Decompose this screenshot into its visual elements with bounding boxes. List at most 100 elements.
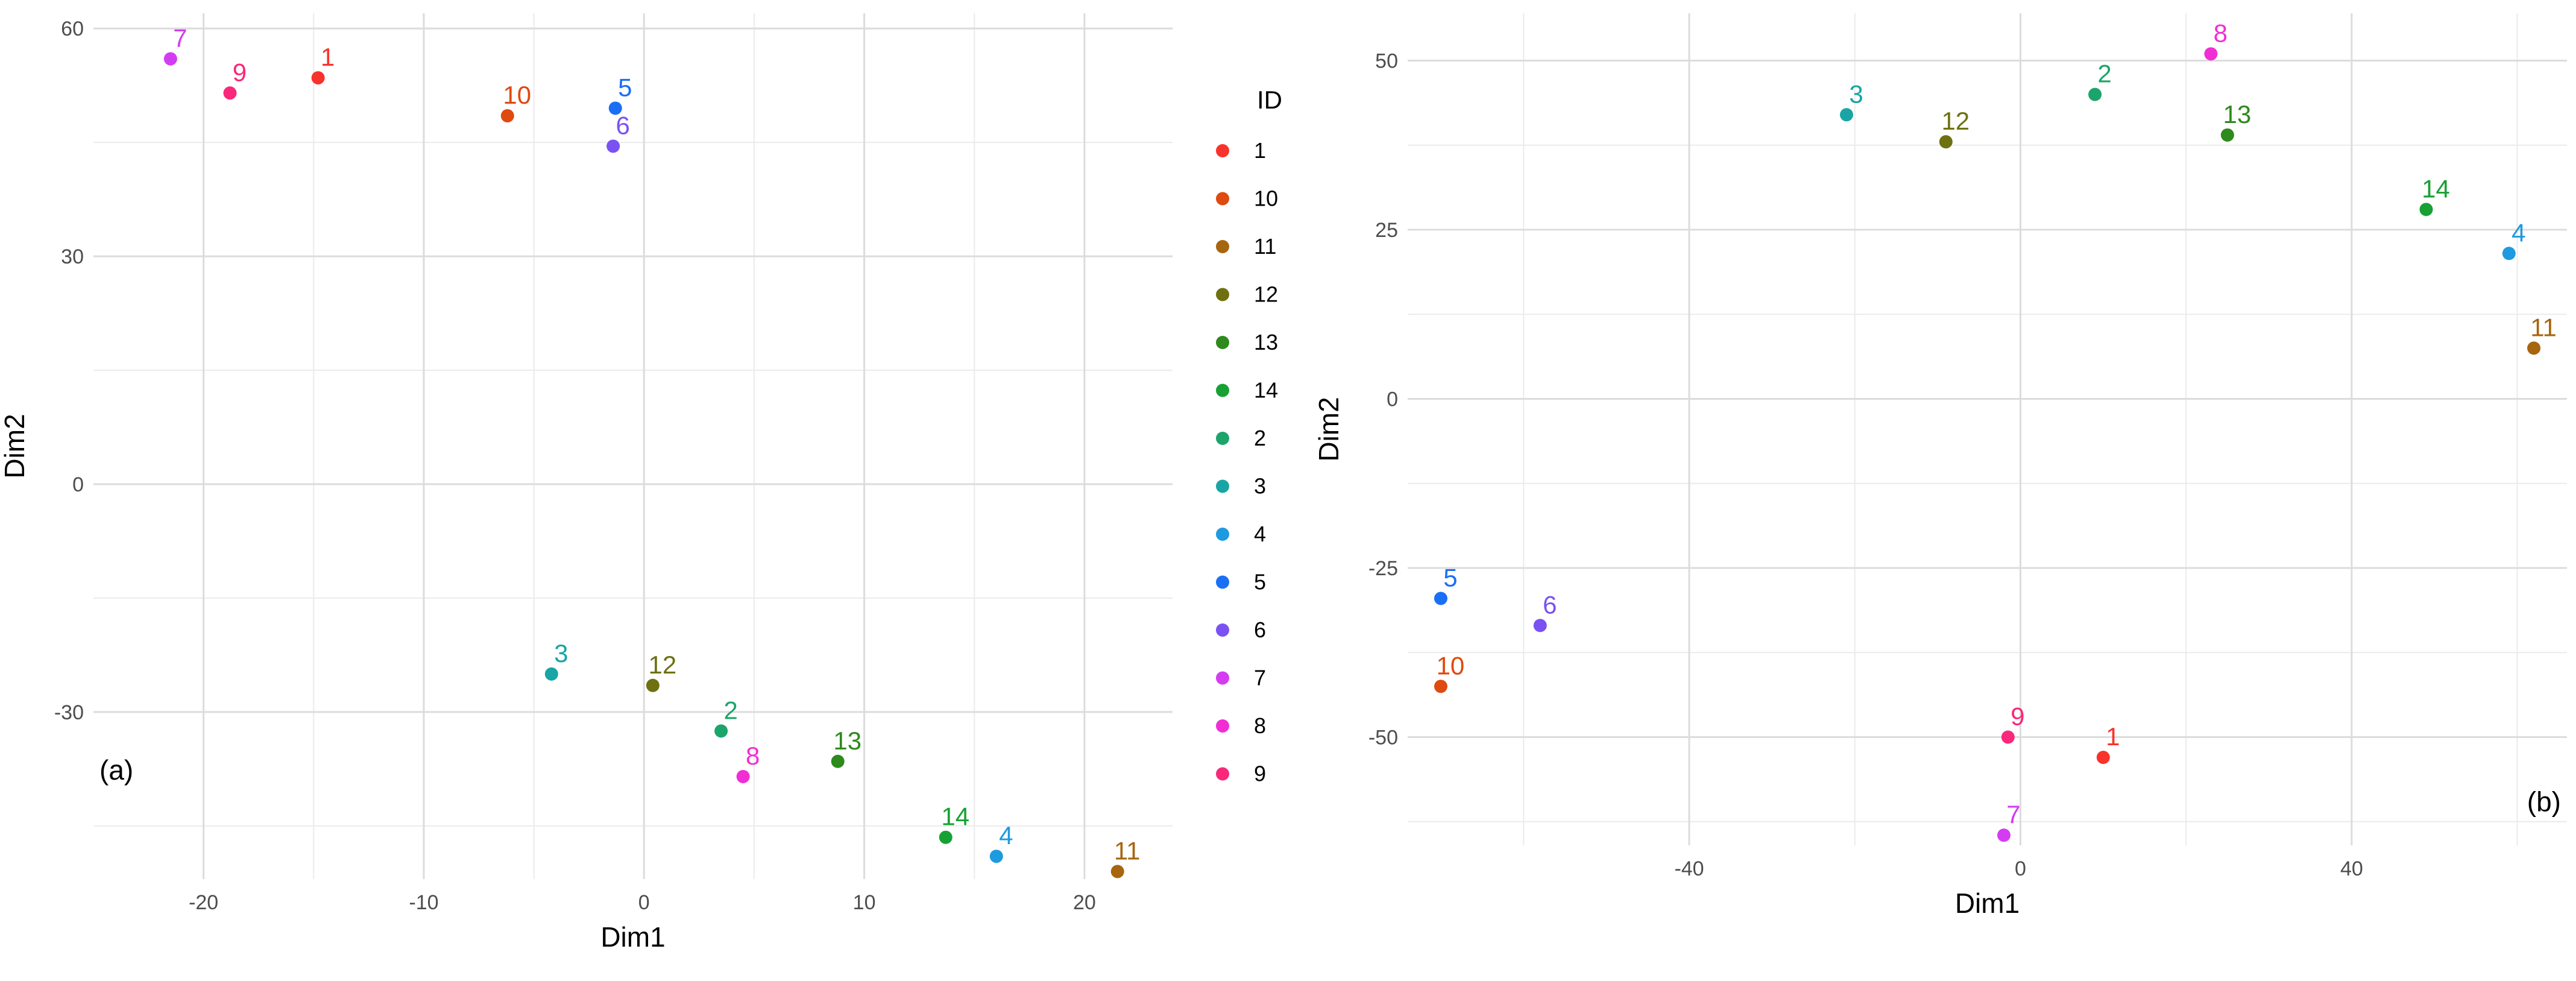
- panel-a-point-label-9: 9: [233, 58, 247, 86]
- legend-key-12: [1216, 288, 1229, 301]
- panel-b-point-label-14: 14: [2422, 174, 2450, 203]
- panel-a-point-7: [163, 52, 177, 66]
- legend-label-9: 9: [1254, 762, 1266, 786]
- legend-label-2: 2: [1254, 426, 1266, 450]
- panel-a-x-tick-label: 10: [853, 891, 876, 914]
- panel-a-point-9: [223, 86, 237, 100]
- panel-b-point-label-12: 12: [1941, 107, 1970, 135]
- panel-b-point-10: [1434, 680, 1447, 693]
- panel-b-point-5: [1434, 591, 1447, 605]
- legend-label-1: 1: [1254, 138, 1266, 163]
- legend-key-8: [1216, 719, 1229, 733]
- panel-a-point-5: [608, 101, 622, 115]
- panel-a-point-14: [939, 830, 953, 844]
- legend-key-9: [1216, 767, 1229, 781]
- legend-key-10: [1216, 192, 1229, 206]
- panel-b-y-tick-label: -50: [1368, 726, 1398, 749]
- panel-a-point-3: [544, 667, 558, 681]
- panel-a-point-label-12: 12: [649, 651, 677, 679]
- panel-b-point-7: [1997, 828, 2011, 842]
- legend-key-11: [1216, 240, 1229, 253]
- panel-b-point-8: [2204, 47, 2218, 61]
- legend-key-5: [1216, 575, 1229, 589]
- panel-b-point-9: [2001, 730, 2015, 744]
- panel-a-y-tick-label: 0: [72, 473, 84, 496]
- panel-a-point-label-3: 3: [554, 639, 568, 667]
- panel-a-point-label-2: 2: [723, 696, 737, 724]
- panel-b-point-label-9: 9: [2011, 702, 2024, 730]
- panel-b-point-11: [2527, 341, 2541, 355]
- panel-a-x-tick-label: -10: [409, 891, 438, 914]
- panel-a-x-tick-label: -20: [189, 891, 218, 914]
- legend-key-3: [1216, 479, 1229, 493]
- panel-b-y-tick-label: 25: [1375, 219, 1398, 242]
- panel-b-point-label-4: 4: [2511, 218, 2525, 247]
- legend-key-2: [1216, 432, 1229, 445]
- panel-a-point-1: [311, 71, 325, 85]
- panel-a-point-12: [646, 678, 660, 692]
- panel-b-point-3: [1839, 108, 1853, 122]
- panel-a-label: (a): [99, 754, 133, 786]
- panel-b-point-4: [2502, 247, 2516, 260]
- panel-a-point-8: [736, 769, 750, 783]
- panel-b-point-label-10: 10: [1437, 651, 1465, 680]
- panel-b-label: (b): [2527, 786, 2561, 817]
- panel-a-point-label-10: 10: [503, 81, 531, 109]
- panel-a-x-tick-label: 0: [638, 891, 650, 914]
- panel-a-y-tick-label: 30: [61, 245, 84, 268]
- legend-key-14: [1216, 383, 1229, 397]
- panel-a-point-4: [989, 850, 1003, 863]
- legend-key-13: [1216, 336, 1229, 349]
- legend-label-8: 8: [1254, 713, 1266, 738]
- panel-b-point-label-13: 13: [2223, 100, 2251, 128]
- legend-label-5: 5: [1254, 570, 1266, 595]
- panel-b-point-1: [2096, 751, 2110, 765]
- panel-a-point-label-8: 8: [746, 742, 760, 770]
- panel-b-point-label-5: 5: [1443, 563, 1457, 591]
- panel-a-point-label-1: 1: [321, 43, 335, 71]
- panel-a-point-11: [1110, 865, 1124, 878]
- panel-a-point-10: [500, 109, 514, 123]
- panel-b-scatter: -40 0 40-50-2502550Dim1Dim2(b)123456789101…: [1313, 13, 2567, 919]
- panel-b-point-label-1: 1: [2106, 722, 2120, 751]
- legend-key-7: [1216, 671, 1229, 685]
- panel-b-x-tick-label: 40: [2340, 857, 2363, 880]
- panel-b-y-tick-label: 0: [1387, 388, 1398, 411]
- panel-b-point-12: [1939, 135, 1953, 149]
- legend: ID 1 10 11 12 13 14 2 3 4 5 6 7 8 9: [1216, 86, 1282, 786]
- panel-b-point-label-6: 6: [1543, 590, 1557, 619]
- panel-b-point-13: [2220, 128, 2234, 142]
- panel-a-point-label-7: 7: [173, 24, 187, 52]
- panel-b-point-label-11: 11: [2530, 313, 2557, 341]
- legend-label-7: 7: [1254, 666, 1266, 690]
- panel-b-x-tick-label: -40: [1674, 857, 1704, 880]
- legend-label-3: 3: [1254, 474, 1266, 499]
- panel-b-point-label-8: 8: [2214, 19, 2228, 47]
- panel-a-point-label-4: 4: [999, 821, 1013, 850]
- panel-b-y-tick-label: -25: [1368, 557, 1398, 580]
- legend-label-14: 14: [1254, 378, 1278, 403]
- legend-key-1: [1216, 144, 1229, 157]
- panel-b-point-label-7: 7: [2006, 800, 2020, 828]
- legend-title: ID: [1257, 86, 1282, 114]
- panel-a-point-2: [714, 724, 728, 738]
- panel-b-point-label-3: 3: [1849, 80, 1863, 108]
- panel-a-x-tick-label: 20: [1073, 891, 1096, 914]
- panel-b-point-label-2: 2: [2097, 60, 2111, 88]
- legend-label-4: 4: [1254, 522, 1266, 546]
- panel-b-x-tick-label: 0: [2015, 857, 2026, 880]
- legend-label-11: 11: [1254, 234, 1276, 259]
- panel-a-y-tick-label: -30: [54, 701, 84, 724]
- legend-key-6: [1216, 623, 1229, 637]
- panel-b-point-6: [1533, 619, 1547, 632]
- panel-a-point-13: [831, 754, 845, 768]
- panel-a-point-label-14: 14: [941, 803, 969, 831]
- panel-b-x-axis-title: Dim1: [1955, 888, 2020, 919]
- panel-a-point-label-5: 5: [618, 73, 632, 101]
- panel-b-point-2: [2088, 87, 2102, 101]
- legend-label-13: 13: [1254, 330, 1278, 355]
- panel-a-scatter: -20 -10 0 10 20-3003060Dim1Dim2(a)1234567891…: [0, 13, 1173, 953]
- legend-label-10: 10: [1254, 186, 1278, 211]
